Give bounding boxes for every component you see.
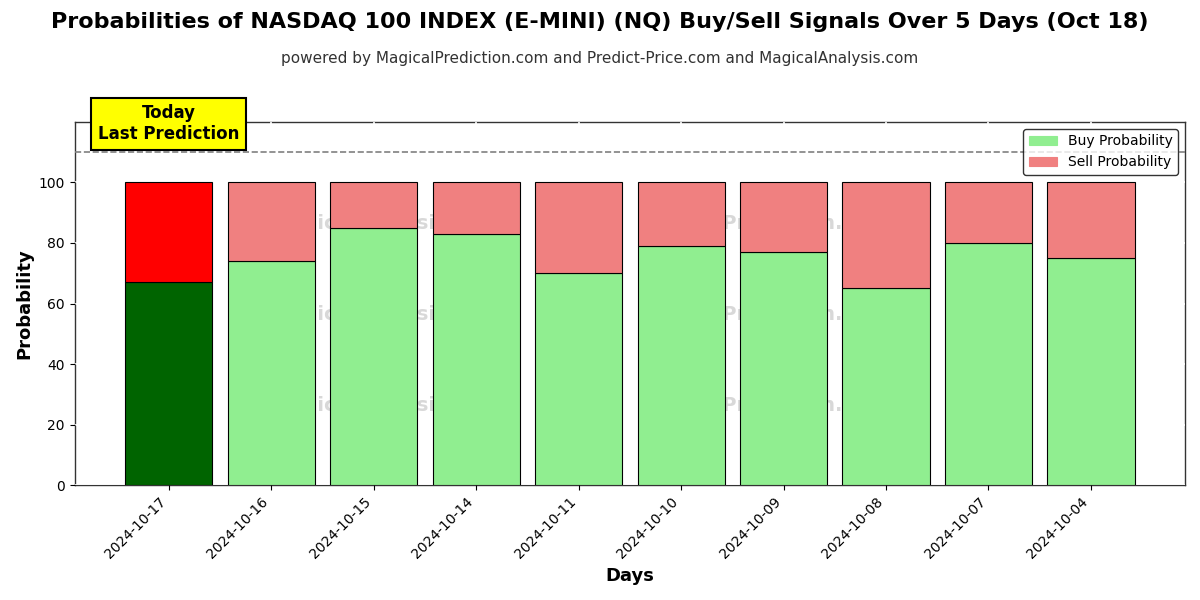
Bar: [842, 289, 930, 485]
Bar: [637, 246, 725, 485]
Text: Today
Last Prediction: Today Last Prediction: [98, 104, 239, 143]
Text: powered by MagicalPrediction.com and Predict-Price.com and MagicalAnalysis.com: powered by MagicalPrediction.com and Pre…: [281, 51, 919, 66]
Text: MagicalPrediction.com: MagicalPrediction.com: [638, 396, 888, 415]
Bar: [1048, 258, 1134, 485]
Text: MagicalAnalysis.com: MagicalAnalysis.com: [271, 305, 499, 324]
Bar: [432, 182, 520, 234]
Bar: [432, 234, 520, 485]
Bar: [535, 182, 622, 273]
Y-axis label: Probability: Probability: [16, 248, 34, 359]
Legend: Buy Probability, Sell Probability: Buy Probability, Sell Probability: [1024, 129, 1178, 175]
Bar: [125, 182, 212, 283]
X-axis label: Days: Days: [605, 567, 654, 585]
Bar: [944, 182, 1032, 243]
Bar: [1048, 182, 1134, 258]
Bar: [228, 182, 314, 261]
Bar: [740, 252, 827, 485]
Bar: [637, 182, 725, 246]
Bar: [330, 228, 418, 485]
Bar: [740, 182, 827, 252]
Text: MagicalAnalysis.com: MagicalAnalysis.com: [271, 214, 499, 233]
Text: Probabilities of NASDAQ 100 INDEX (E-MINI) (NQ) Buy/Sell Signals Over 5 Days (Oc: Probabilities of NASDAQ 100 INDEX (E-MIN…: [52, 12, 1148, 32]
Bar: [125, 283, 212, 485]
Text: MagicalPrediction.com: MagicalPrediction.com: [638, 214, 888, 233]
Bar: [330, 182, 418, 228]
Text: MagicalAnalysis.com: MagicalAnalysis.com: [271, 396, 499, 415]
Text: MagicalPrediction.com: MagicalPrediction.com: [638, 305, 888, 324]
Bar: [535, 273, 622, 485]
Bar: [228, 261, 314, 485]
Bar: [842, 182, 930, 289]
Bar: [944, 243, 1032, 485]
